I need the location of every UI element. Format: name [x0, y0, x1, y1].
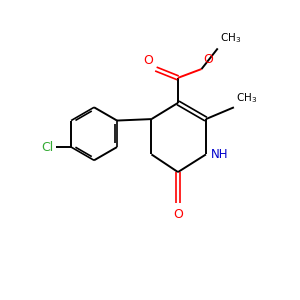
Text: O: O [203, 53, 213, 66]
Text: CH$_3$: CH$_3$ [236, 91, 257, 105]
Text: O: O [173, 208, 183, 221]
Text: NH: NH [211, 148, 229, 161]
Text: O: O [144, 54, 154, 67]
Text: CH$_3$: CH$_3$ [220, 32, 241, 46]
Text: Cl: Cl [41, 141, 53, 154]
